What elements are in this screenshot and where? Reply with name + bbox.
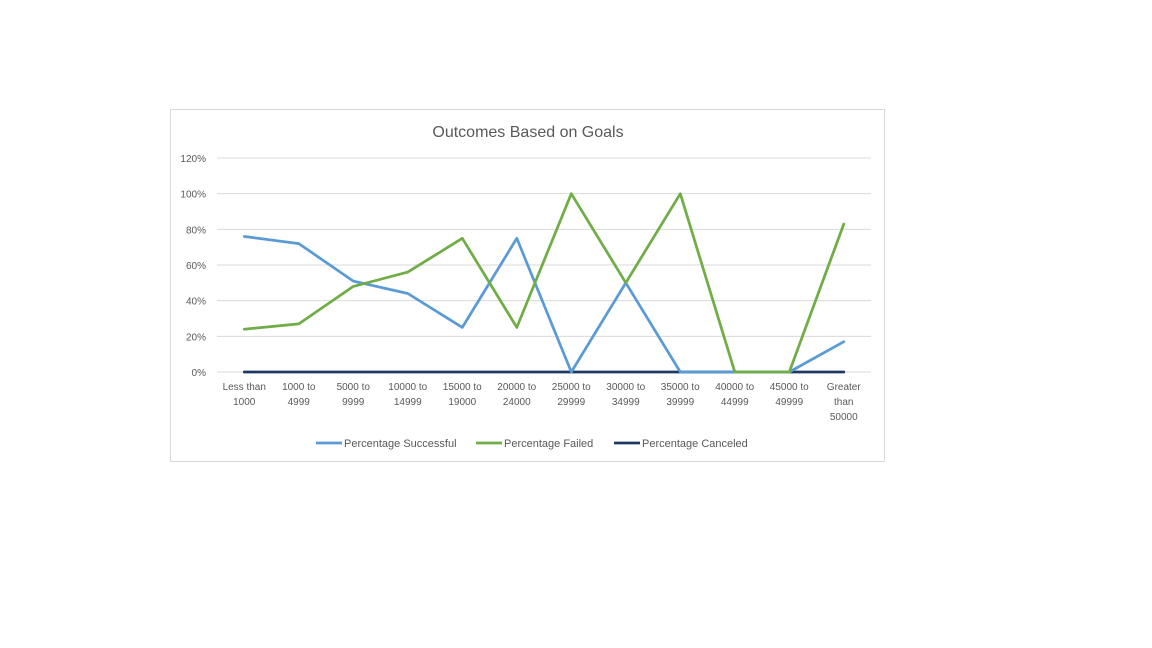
chart-title: Outcomes Based on Goals xyxy=(432,124,623,141)
legend-label: Percentage Failed xyxy=(504,438,593,450)
x-tick-line: 44999 xyxy=(721,397,749,408)
legend-label: Percentage Canceled xyxy=(642,438,748,450)
series-line-percentage-successful xyxy=(242,235,846,374)
x-tick-line: 29999 xyxy=(557,397,585,408)
x-tick-line: 5000 to xyxy=(337,382,371,393)
x-tick-line: 34999 xyxy=(612,397,640,408)
x-tick-label: 15000 to 19000 xyxy=(443,382,482,408)
x-tick-line: 14999 xyxy=(394,397,422,408)
x-tick-line: 1000 xyxy=(233,397,256,408)
chart-area xyxy=(170,109,885,462)
x-axis-ticks: Less than 1000 1000 to 4999 5000 to 9999 10000… xyxy=(223,382,862,423)
x-tick-label: Less than 1000 xyxy=(223,382,266,408)
legend-label: Percentage Successful xyxy=(344,438,457,450)
x-tick-label: 35000 to 39999 xyxy=(661,382,700,408)
x-tick-line: than xyxy=(834,397,853,408)
x-tick-line: 24000 xyxy=(503,397,531,408)
x-tick-line: 9999 xyxy=(342,397,365,408)
x-tick-line: 25000 to xyxy=(552,382,591,393)
x-tick-line: 4999 xyxy=(288,397,311,408)
x-tick-label: 5000 to 9999 xyxy=(337,382,371,408)
x-tick-label: 40000 to 44999 xyxy=(715,382,754,408)
x-tick-line: 20000 to xyxy=(497,382,536,393)
x-tick-label: 30000 to 34999 xyxy=(606,382,645,408)
x-tick-line: Greater xyxy=(827,382,862,393)
x-tick-line: 49999 xyxy=(775,397,803,408)
x-tick-line: 30000 to xyxy=(606,382,645,393)
x-tick-label: 20000 to 24000 xyxy=(497,382,536,408)
x-tick-line: 35000 to xyxy=(661,382,700,393)
x-tick-line: 39999 xyxy=(666,397,694,408)
y-tick-label: 40% xyxy=(186,297,206,308)
y-tick-label: 60% xyxy=(186,261,206,272)
gridlines xyxy=(217,157,871,373)
y-tick-label: 20% xyxy=(186,332,206,343)
y-axis-ticks: 0% 20% 40% 60% 80% 100% 120% xyxy=(180,154,206,379)
x-tick-line: 45000 to xyxy=(770,382,809,393)
y-tick-label: 0% xyxy=(192,368,207,379)
x-tick-line: Less than xyxy=(223,382,266,393)
x-tick-label: 25000 to 29999 xyxy=(552,382,591,408)
x-tick-label: 45000 to 49999 xyxy=(770,382,809,408)
x-tick-line: 10000 to xyxy=(388,382,427,393)
y-tick-label: 80% xyxy=(186,225,206,236)
x-tick-line: 40000 to xyxy=(715,382,754,393)
y-tick-label: 120% xyxy=(180,154,206,165)
legend: Percentage Successful Percentage Failed Pe… xyxy=(316,438,748,450)
x-tick-line: 50000 xyxy=(830,412,858,423)
series-line-percentage-failed xyxy=(242,192,846,374)
y-tick-label: 100% xyxy=(180,190,206,201)
plot-series xyxy=(242,192,846,374)
x-tick-line: 1000 to xyxy=(282,382,316,393)
x-tick-line: 15000 to xyxy=(443,382,482,393)
x-tick-label: Greater than 50000 xyxy=(827,382,862,423)
x-tick-label: 10000 to 14999 xyxy=(388,382,427,408)
x-tick-label: 1000 to 4999 xyxy=(282,382,316,408)
x-tick-line: 19000 xyxy=(448,397,476,408)
